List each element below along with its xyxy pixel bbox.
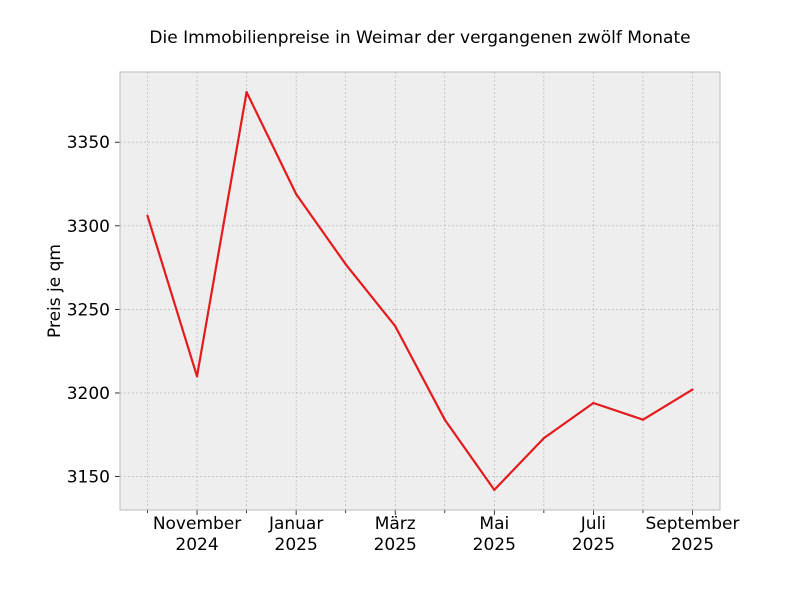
x-tick-label: 2025: [275, 535, 318, 555]
x-tick-label: Juli: [580, 514, 606, 534]
x-tick-label: 2025: [671, 535, 714, 555]
x-tick-label: 2025: [374, 535, 417, 555]
x-tick-label: 2025: [572, 535, 615, 555]
data-point: [195, 375, 199, 378]
data-point: [344, 263, 347, 266]
data-point: [295, 192, 298, 196]
tick-layer: November2024Januar2025März2025Mai2025Jul…: [67, 133, 740, 555]
x-tick-label: Januar: [268, 514, 323, 534]
x-tick-label: 2025: [473, 535, 516, 555]
data-point: [542, 437, 545, 440]
data-point: [691, 388, 694, 391]
plot-frame: [119, 71, 721, 511]
data-point: [641, 418, 645, 421]
y-tick-label: 3250: [67, 300, 110, 320]
data-point: [443, 418, 446, 421]
plot-area: [120, 72, 720, 510]
x-tick-label: November: [153, 514, 241, 534]
y-tick-label: 3150: [67, 468, 110, 488]
y-tick-label: 3350: [67, 133, 110, 153]
chart-title: Die Immobilienpreise in Weimar der verga…: [149, 28, 690, 48]
data-point: [394, 325, 397, 328]
x-tick-label: September: [646, 514, 740, 534]
y-axis-label: Preis je qm: [45, 244, 65, 338]
x-tick-label: 2024: [175, 535, 218, 555]
y-tick-label: 3200: [67, 384, 110, 404]
data-point: [146, 214, 149, 217]
grid-layer: [120, 72, 720, 510]
series-line: [146, 90, 694, 491]
x-tick-label: März: [375, 514, 416, 534]
data-point: [245, 90, 248, 94]
data-point: [493, 488, 496, 492]
series-layer: [146, 90, 694, 492]
data-point: [592, 401, 595, 405]
y-tick-label: 3300: [67, 217, 110, 237]
x-tick-label: Mai: [479, 514, 509, 534]
